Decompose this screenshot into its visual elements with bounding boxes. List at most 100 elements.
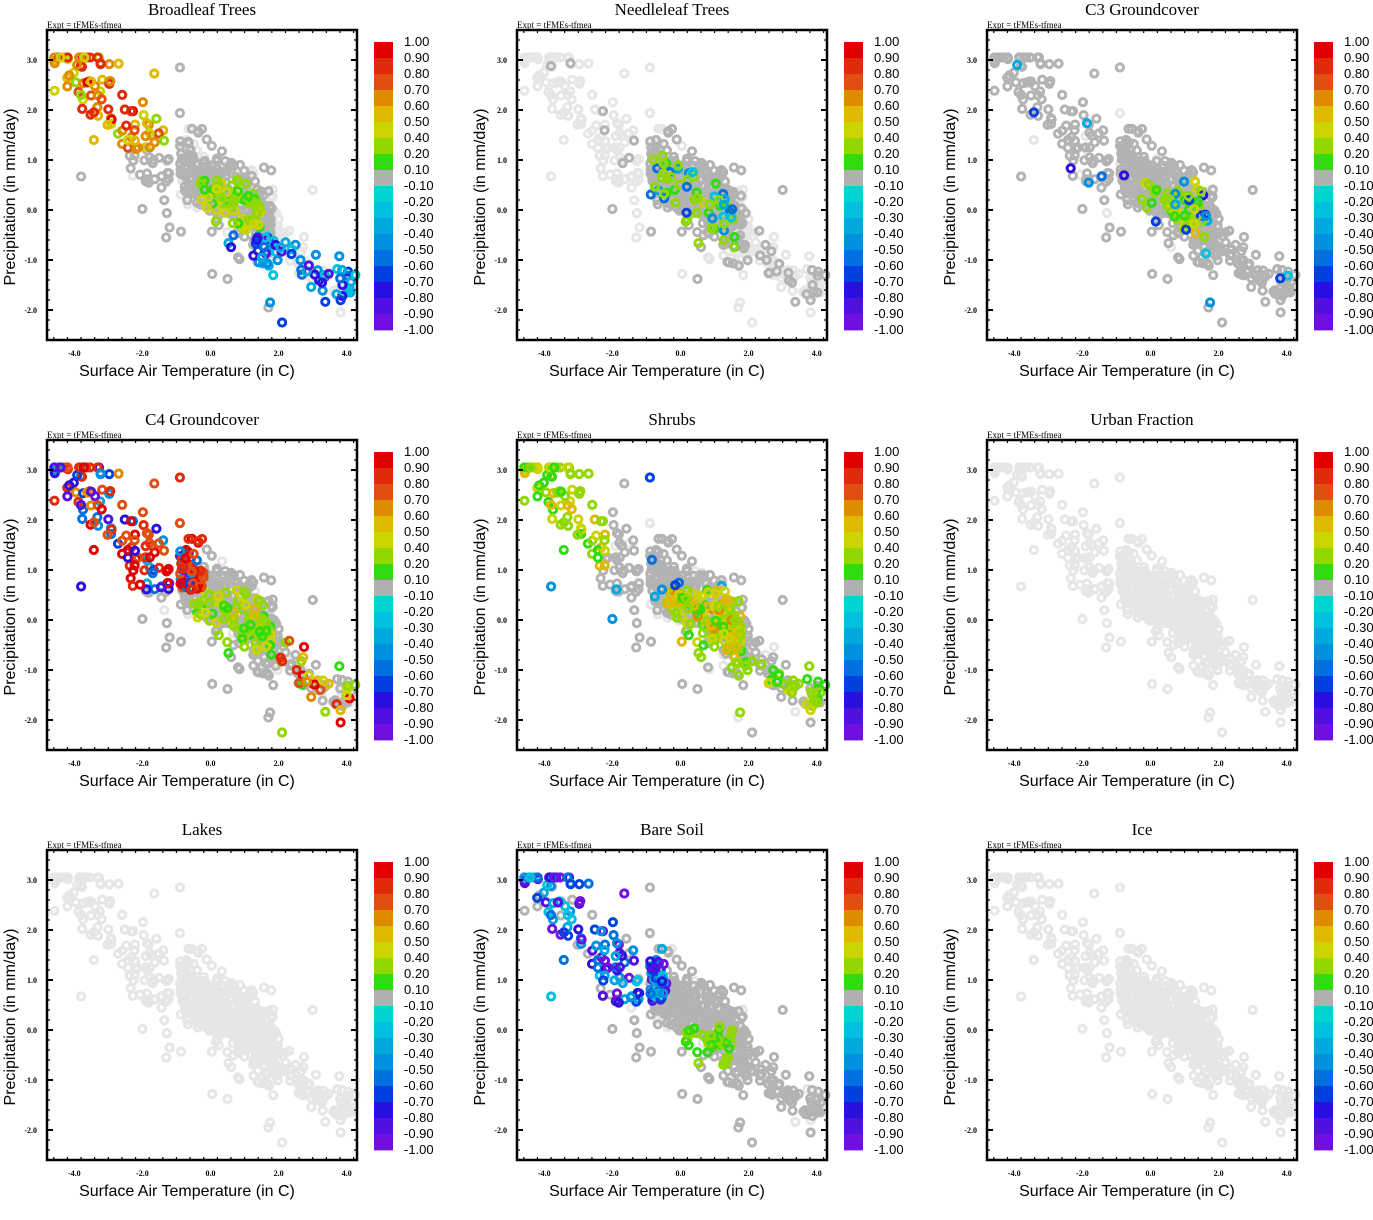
colorbar-segment — [374, 500, 393, 516]
colorbar-label: -0.90 — [1344, 716, 1373, 731]
data-point — [1037, 61, 1044, 68]
data-point — [164, 977, 171, 984]
data-point — [770, 643, 777, 650]
colorbar-segment — [374, 74, 393, 90]
data-point — [630, 137, 637, 144]
data-point — [1222, 239, 1229, 246]
colorbar-label: 0.90 — [404, 50, 429, 65]
colorbar-segment — [374, 202, 393, 218]
data-point — [776, 260, 783, 267]
x-axis-label: Surface Air Temperature (in C) — [549, 773, 765, 790]
data-point — [106, 881, 113, 888]
data-point — [1081, 157, 1088, 164]
x-tick-label: 4.0 — [342, 759, 352, 768]
data-point — [585, 470, 592, 477]
data-point — [737, 299, 744, 306]
colorbar-label: 1.00 — [1344, 34, 1369, 49]
data-point — [1248, 283, 1255, 290]
colorbar-segment — [374, 138, 393, 154]
data-point — [224, 685, 231, 692]
data-point — [1149, 680, 1156, 687]
data-point — [1200, 164, 1207, 171]
colorbar-label: 0.80 — [1344, 476, 1369, 491]
colorbar-label: 0.80 — [404, 476, 429, 491]
colorbar-segment — [844, 138, 863, 154]
data-point — [1117, 638, 1124, 645]
data-point — [157, 994, 164, 1001]
data-point — [319, 287, 326, 294]
colorbar-label: 0.40 — [404, 540, 429, 555]
x-tick-label: 4.0 — [812, 349, 822, 358]
data-point — [337, 719, 344, 726]
y-tick-label: 3.0 — [967, 466, 977, 475]
data-point — [1252, 251, 1259, 258]
colorbar-label: 0.80 — [874, 66, 899, 81]
data-point — [1200, 574, 1207, 581]
colorbar-segment — [844, 564, 863, 580]
data-point — [270, 272, 277, 279]
data-point — [534, 493, 541, 500]
data-point — [309, 596, 316, 603]
colorbar-label: -0.90 — [874, 716, 904, 731]
x-axis-label: Surface Air Temperature (in C) — [79, 773, 295, 790]
x-tick-label: 2.0 — [274, 759, 284, 768]
colorbar-segment — [1314, 660, 1333, 676]
colorbar-segment — [374, 532, 393, 548]
colorbar-label: -0.90 — [874, 306, 904, 321]
data-point — [1018, 173, 1025, 180]
colorbar-segment — [844, 692, 863, 708]
data-point — [119, 501, 126, 508]
y-tick-label: 0.0 — [27, 206, 37, 215]
colorbar-label: -0.10 — [1344, 178, 1373, 193]
data-point — [128, 108, 135, 115]
point-layer — [521, 54, 829, 326]
data-point — [1068, 108, 1075, 115]
colorbar-segment — [374, 564, 393, 580]
data-point — [1164, 275, 1171, 282]
colorbar-label: -0.80 — [404, 290, 434, 305]
data-point — [1081, 567, 1088, 574]
data-point — [141, 977, 148, 984]
colorbar-segment — [844, 532, 863, 548]
colorbar-label: 0.50 — [404, 524, 429, 539]
data-point — [623, 115, 630, 122]
data-point — [282, 239, 289, 246]
colorbar-segment — [374, 154, 393, 170]
colorbar-label: 1.00 — [874, 444, 899, 459]
data-point — [119, 911, 126, 918]
data-point — [279, 319, 286, 326]
data-point — [568, 96, 575, 103]
colorbar-label: -0.10 — [404, 178, 434, 193]
colorbar-label: 0.90 — [874, 50, 899, 65]
colorbar-segment — [1314, 218, 1333, 234]
colorbar-label: 0.20 — [404, 146, 429, 161]
data-point — [1097, 584, 1104, 591]
experiment-label: Expt = tFMEs-tfmea — [987, 20, 1062, 30]
colorbar-segment — [1314, 138, 1333, 154]
colorbar-label: -0.90 — [1344, 306, 1373, 321]
data-point — [97, 471, 104, 478]
data-point — [1249, 596, 1256, 603]
data-point — [79, 515, 86, 522]
y-tick-label: 0.0 — [27, 616, 37, 625]
colorbar-label: -0.40 — [874, 226, 904, 241]
data-point — [1149, 270, 1156, 277]
experiment-label: Expt = tFMEs-tfmea — [517, 430, 592, 440]
data-point — [123, 942, 130, 949]
data-point — [1277, 309, 1284, 316]
colorbar-segment — [1314, 266, 1333, 282]
x-axis-label: Surface Air Temperature (in C) — [549, 363, 765, 380]
colorbar-segment — [374, 314, 393, 330]
colorbar-segment — [374, 548, 393, 564]
data-point — [176, 110, 183, 117]
data-point — [1103, 210, 1110, 217]
data-point — [141, 567, 148, 574]
colorbar-segment — [844, 90, 863, 106]
data-point — [1093, 525, 1100, 532]
colorbar-label: -0.60 — [874, 668, 904, 683]
data-point — [679, 680, 686, 687]
data-point — [568, 506, 575, 513]
